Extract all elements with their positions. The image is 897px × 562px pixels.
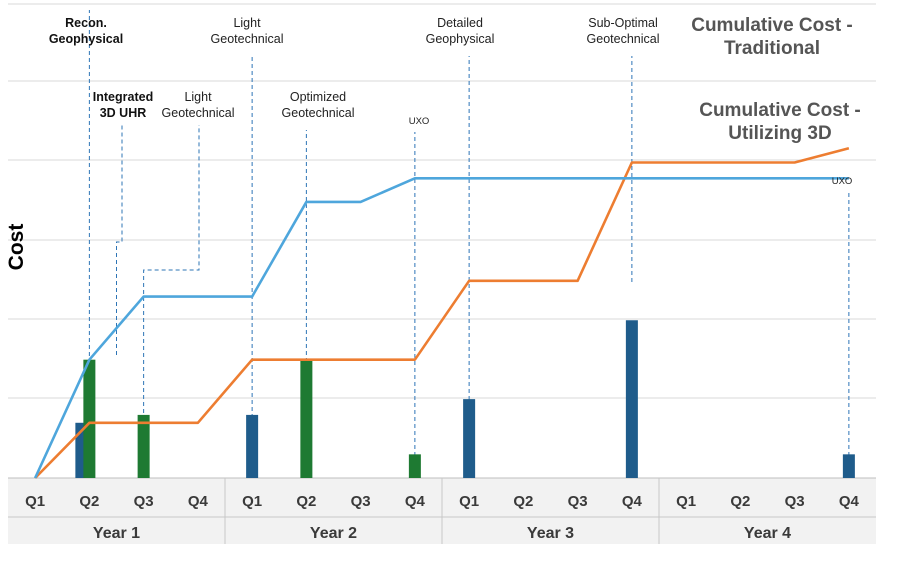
annotation-7-line-1: Geotechnical — [587, 32, 660, 46]
x-tick-q2-9: Q2 — [513, 493, 533, 510]
annotation-3-line-1: Geotechnical — [211, 32, 284, 46]
x-tick-q4-15: Q4 — [839, 493, 860, 510]
utilizing3d-bar-1 — [137, 414, 150, 478]
utilizing3d-series-label-line-1: Utilizing 3D — [728, 123, 831, 144]
traditional-series-label-line-1: Traditional — [724, 38, 820, 59]
annotation-5-line-0: UXO — [409, 116, 430, 127]
annotation-6-line-0: Detailed — [437, 16, 483, 30]
x-tick-q1-4: Q1 — [242, 493, 262, 510]
x-tick-q2-5: Q2 — [296, 493, 316, 510]
x-tick-q3-6: Q3 — [351, 493, 371, 510]
x-axis-group: Q1 Q2 Q3 Q4 Q1 Q2 Q3 Q4 Q1 Q2 Q3 Q4 Q1 Q2 Q3 Q4 Year 1 Ye… — [8, 478, 876, 544]
x-tick-q4-7: Q4 — [405, 493, 426, 510]
leader-lines-group — [88, 10, 850, 468]
x-year-label-1: Year 1 — [93, 525, 140, 542]
annotation-4-line-1: Geotechnical — [282, 106, 355, 120]
annotation-leader-2 — [143, 125, 200, 420]
annotation-leader-1 — [116, 125, 123, 355]
annotation-0-line-1: Geophysical — [49, 32, 123, 46]
x-year-label-2: Year 2 — [310, 525, 357, 542]
traditional-bar-2 — [463, 399, 476, 478]
utilizing3d-bar-0 — [83, 359, 96, 478]
x-tick-q3-2: Q3 — [134, 493, 154, 510]
x-tick-q1-12: Q1 — [676, 493, 696, 510]
utilizing3d-series-label-line-0: Cumulative Cost - — [699, 100, 861, 121]
series-lines-group — [33, 147, 850, 479]
y-axis-label: Cost — [5, 224, 28, 271]
x-tick-q3-10: Q3 — [568, 493, 588, 510]
x-tick-q4-3: Q4 — [188, 493, 209, 510]
annotation-2-line-0: Light — [184, 90, 212, 104]
traditional-cumulative-line — [34, 147, 850, 479]
annotation-1-line-0: Integrated — [93, 90, 153, 104]
traditional-series-label-line-0: Cumulative Cost - — [691, 15, 853, 36]
x-year-label-3: Year 3 — [527, 525, 574, 542]
x-tick-q1-0: Q1 — [25, 493, 45, 510]
utilizing3d-bar-2 — [300, 359, 313, 478]
x-tick-q4-11: Q4 — [622, 493, 643, 510]
annotation-6-line-1: Geophysical — [426, 32, 495, 46]
x-tick-q1-8: Q1 — [459, 493, 479, 510]
annotation-8-line-0: UXO — [832, 176, 853, 187]
x-tick-q2-13: Q2 — [730, 493, 750, 510]
x-tick-q3-14: Q3 — [785, 493, 805, 510]
annotation-2-line-1: Geotechnical — [162, 106, 235, 120]
annotation-4-line-0: Optimized — [290, 90, 346, 104]
utilizing3d-bar-3 — [408, 454, 421, 478]
traditional-bar-3 — [625, 320, 638, 478]
annotation-7-line-0: Sub-Optimal — [588, 16, 657, 30]
traditional-bar-1 — [246, 414, 259, 478]
x-tick-q2-1: Q2 — [79, 493, 99, 510]
traditional-bar-4 — [842, 454, 855, 478]
annotation-0-line-0: Recon. — [65, 16, 107, 30]
x-year-label-4: Year 4 — [744, 525, 791, 542]
annotations-group: Recon. Geophysical Integrated 3D UHR Light Ge… — [49, 16, 852, 187]
annotation-3-line-0: Light — [233, 16, 261, 30]
bars-group — [75, 320, 855, 478]
utilizing3d-cumulative-line — [33, 176, 849, 479]
annotation-1-line-1: 3D UHR — [100, 106, 147, 120]
